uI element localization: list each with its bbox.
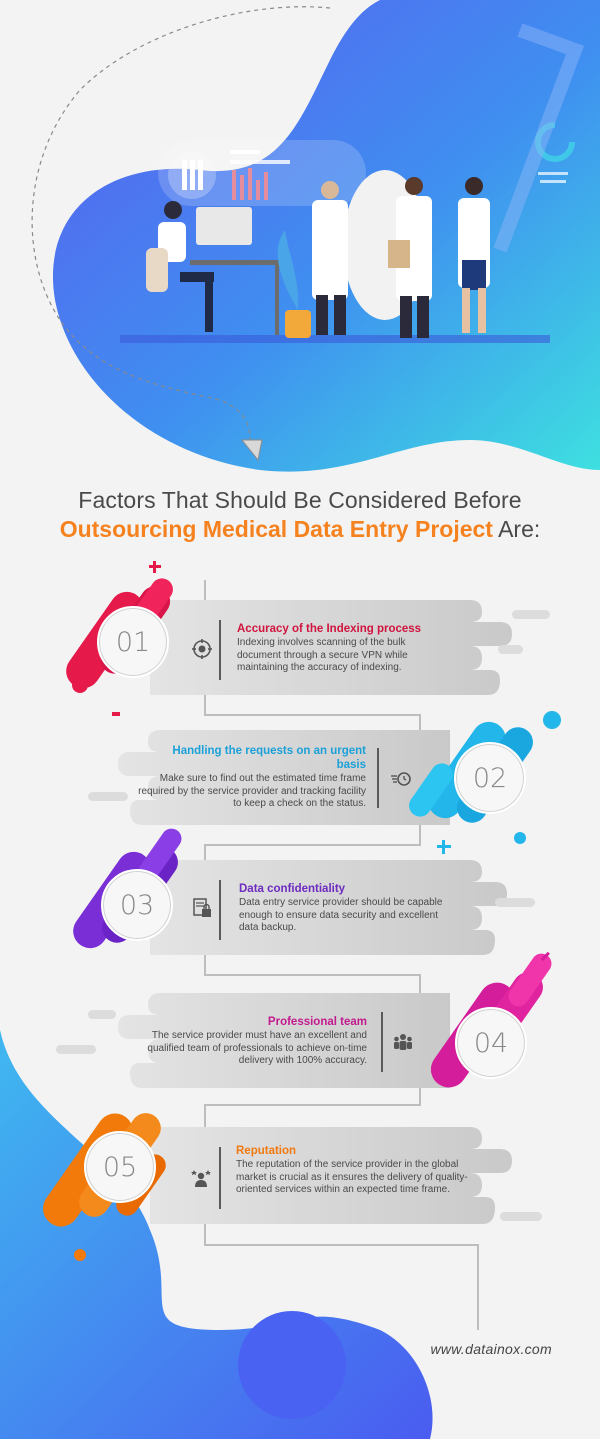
step-2-description: Make sure to find out the estimated time… [138, 773, 366, 809]
secure-document-icon [191, 897, 213, 919]
step-3-title: Data confidentiality [239, 883, 346, 895]
reputation-icon [190, 1167, 212, 1189]
divider-bar [219, 1147, 221, 1209]
step-1-description: Indexing involves scanning of the bulk d… [237, 637, 408, 673]
step-2-title: Handling the requests on an urgent basis [172, 745, 366, 771]
step-number-02: 02 [454, 742, 526, 814]
step-number-01: 01 [97, 606, 169, 678]
team-icon [392, 1031, 414, 1053]
step-5-description: The reputation of the service provider i… [236, 1159, 468, 1195]
step-3-description: Data entry service provider should be ca… [239, 897, 443, 933]
step-5-title: Reputation [236, 1145, 297, 1157]
step-number-04: 04 [455, 1007, 527, 1079]
step-4-title: Professional team [267, 1016, 367, 1028]
divider-bar [219, 880, 221, 940]
target-icon [191, 638, 213, 660]
step-4-description: The service provider must have an excell… [147, 1030, 367, 1066]
divider-bar [219, 620, 221, 680]
headline-line-1: Factors That Should Be Considered Before [78, 487, 522, 513]
fast-clock-icon [390, 768, 412, 790]
step-1-title: Accuracy of the Indexing process [237, 623, 422, 635]
step-number-03: 03 [101, 869, 173, 941]
divider-bar [377, 748, 379, 808]
step-number-05: 05 [84, 1131, 156, 1203]
headline-line-2: Outsourcing Medical Data Entry Project A… [0, 516, 600, 543]
website-url[interactable]: www.datainox.com [430, 1341, 552, 1357]
headline-rest: Are: [492, 516, 541, 542]
headline-accent: Outsourcing Medical Data Entry Project [59, 516, 493, 542]
headline: Factors That Should Be Considered Before… [0, 487, 600, 543]
divider-bar [381, 1012, 383, 1072]
